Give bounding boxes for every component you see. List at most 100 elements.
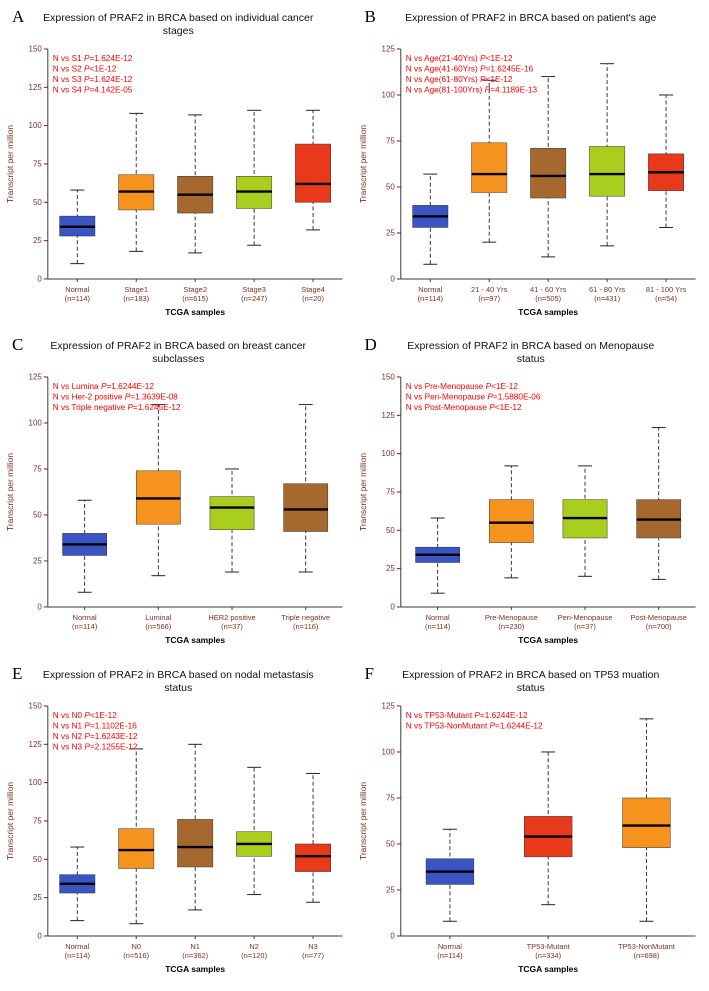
p-value-annotation: N vs Age(61-80Yrs) P<1E-12: [405, 75, 512, 84]
boxplot-subclasses: 0 25 50 75 100 125 Transcript per million Norma…: [2, 369, 355, 653]
box: [283, 483, 329, 533]
boxplot-svg: 0 25 50 75 100 125 Transcript per million Norma…: [5, 373, 343, 645]
chart-title: Expression of PRAF2 in BRCA based on pat…: [405, 12, 657, 24]
p-value-annotation: N vs N2 P=1.6243E-12: [53, 731, 138, 740]
box: [621, 797, 671, 848]
category-count-label: (n=54): [655, 294, 677, 303]
category-label: N0: [131, 942, 141, 951]
category-count-label: (n=247): [241, 294, 267, 303]
p-value-annotation: N vs N0 P<1E-12: [53, 711, 117, 720]
y-tick-label: 125: [29, 83, 43, 92]
y-tick-label: 50: [385, 839, 394, 848]
y-axis-title: Transcript per million: [357, 453, 367, 531]
y-tick-label: 0: [390, 275, 395, 284]
boxplot-cancer-stages: 0 25 50 75 100 125 150 Transcript per million No…: [2, 41, 355, 325]
p-value-annotation: N vs TP53-Mutant P=1.6244E-12: [405, 711, 527, 720]
y-tick-label: 100: [381, 747, 395, 756]
category-label: Triple negative: [281, 613, 330, 622]
panel-letter: A: [12, 7, 25, 26]
category-count-label: (n=37): [221, 622, 243, 631]
boxplot-patient-age: 0 25 50 75 100 125 Transcript per million Norma…: [355, 41, 708, 325]
box: [295, 143, 332, 203]
category-count-label: (n=334): [535, 951, 561, 960]
y-tick-label: 25: [385, 229, 394, 238]
y-tick-label: 25: [33, 557, 42, 566]
category-label: Normal: [65, 285, 89, 294]
category-count-label: (n=114): [72, 622, 98, 631]
p-value-annotation: N vs S2 P<1E-12: [53, 64, 117, 73]
box: [118, 828, 155, 869]
category-count-label: (n=114): [424, 622, 450, 631]
y-tick-label: 0: [390, 603, 395, 612]
y-tick-label: 100: [381, 450, 395, 459]
panel-d-menopause: D Expression of PRAF2 in BRCA based on M…: [355, 332, 708, 660]
chart-title: Expression of PRAF2 in BRCA based on bre…: [50, 340, 307, 366]
box: [295, 843, 332, 872]
boxplot-nodal-metastasis: 0 25 50 75 100 125 150 Transcript per million No…: [2, 698, 355, 982]
p-value-annotation: N vs N3 P=2.1255E-12: [53, 742, 138, 751]
category-count-label: (n=114): [65, 294, 91, 303]
category-label: Normal: [65, 942, 89, 951]
x-axis-title: TCGA samples: [165, 635, 225, 645]
box: [177, 818, 214, 867]
panel-a-cancer-stages: A Expression of PRAF2 in BRCA based on i…: [2, 4, 355, 332]
category-count-label: (n=505): [535, 294, 561, 303]
category-count-label: (n=114): [417, 294, 443, 303]
y-tick-label: 75: [385, 488, 394, 497]
boxplot-svg: 0 25 50 75 100 125 Transcript per million Norma…: [357, 45, 696, 317]
y-tick-label: 125: [381, 411, 395, 420]
p-value-annotation: N vs S3 P=1.624E-12: [53, 75, 133, 84]
y-tick-label: 50: [385, 183, 394, 192]
category-count-label: (n=362): [182, 951, 208, 960]
category-label: Peri-Menopause: [557, 613, 612, 622]
x-axis-title: TCGA samples: [165, 307, 225, 317]
panel-e-nodal-metastasis: E Expression of PRAF2 in BRCA based on n…: [2, 661, 355, 989]
boxplot-menopause: 0 25 50 75 100 125 150 Transcript per million No…: [355, 369, 708, 653]
boxplot-svg: 0 25 50 75 100 125 150 Transcript per million No…: [5, 45, 343, 317]
category-label: 21 - 40 Yrs: [471, 285, 508, 294]
category-label: 81 - 100 Yrs: [645, 285, 686, 294]
p-value-annotation: N vs Age(21-40Yrs) P<1E-12: [405, 54, 512, 63]
y-tick-label: 100: [381, 91, 395, 100]
panel-letter: F: [364, 663, 374, 683]
y-tick-label: 50: [385, 526, 394, 535]
category-label: N1: [190, 942, 200, 951]
p-value-annotation: N vs Post-Menopause P<1E-12: [405, 403, 521, 412]
category-count-label: (n=566): [145, 622, 171, 631]
category-label: 41 - 60 Yrs: [530, 285, 567, 294]
y-axis-title: Transcript per million: [357, 125, 367, 203]
category-label: N3: [308, 942, 318, 951]
panel-b-patient-age: B Expression of PRAF2 in BRCA based on p…: [355, 4, 708, 332]
p-value-annotation: N vs N1 P=1.1102E-16: [53, 721, 137, 730]
boxplot-tp53-status: 0 25 50 75 100 125 Transcript per million Norma…: [355, 698, 708, 982]
y-tick-label: 0: [390, 931, 395, 940]
y-tick-label: 0: [37, 603, 42, 612]
category-label: Stage1: [124, 285, 148, 294]
box: [470, 142, 507, 193]
y-tick-label: 75: [33, 160, 42, 169]
box: [488, 499, 534, 544]
box: [529, 148, 566, 199]
y-tick-label: 125: [29, 373, 43, 382]
box: [209, 496, 255, 531]
category-count-label: (n=20): [302, 294, 324, 303]
x-axis-title: TCGA samples: [518, 635, 578, 645]
category-count-label: (n=120): [241, 951, 267, 960]
category-label: HER2 positive: [208, 613, 255, 622]
p-value-annotation: N vs Triple negative P=1.6245E-12: [53, 403, 181, 412]
chart-title: Expression of PRAF2 in BRCA based on Men…: [407, 340, 655, 366]
panel-letter: E: [12, 663, 23, 683]
panel-c-subclasses: C Expression of PRAF2 in BRCA based on b…: [2, 332, 355, 660]
y-tick-label: 25: [33, 893, 42, 902]
y-tick-label: 50: [33, 511, 42, 520]
y-tick-label: 125: [381, 701, 395, 710]
category-count-label: (n=97): [478, 294, 500, 303]
category-count-label: (n=77): [302, 951, 324, 960]
y-tick-label: 0: [37, 275, 42, 284]
category-label: Normal: [418, 285, 442, 294]
panel-letter: B: [364, 7, 376, 26]
category-label: 61 - 80 Yrs: [588, 285, 625, 294]
category-count-label: (n=516): [123, 951, 149, 960]
category-label: TP53-Mutant: [526, 942, 570, 951]
